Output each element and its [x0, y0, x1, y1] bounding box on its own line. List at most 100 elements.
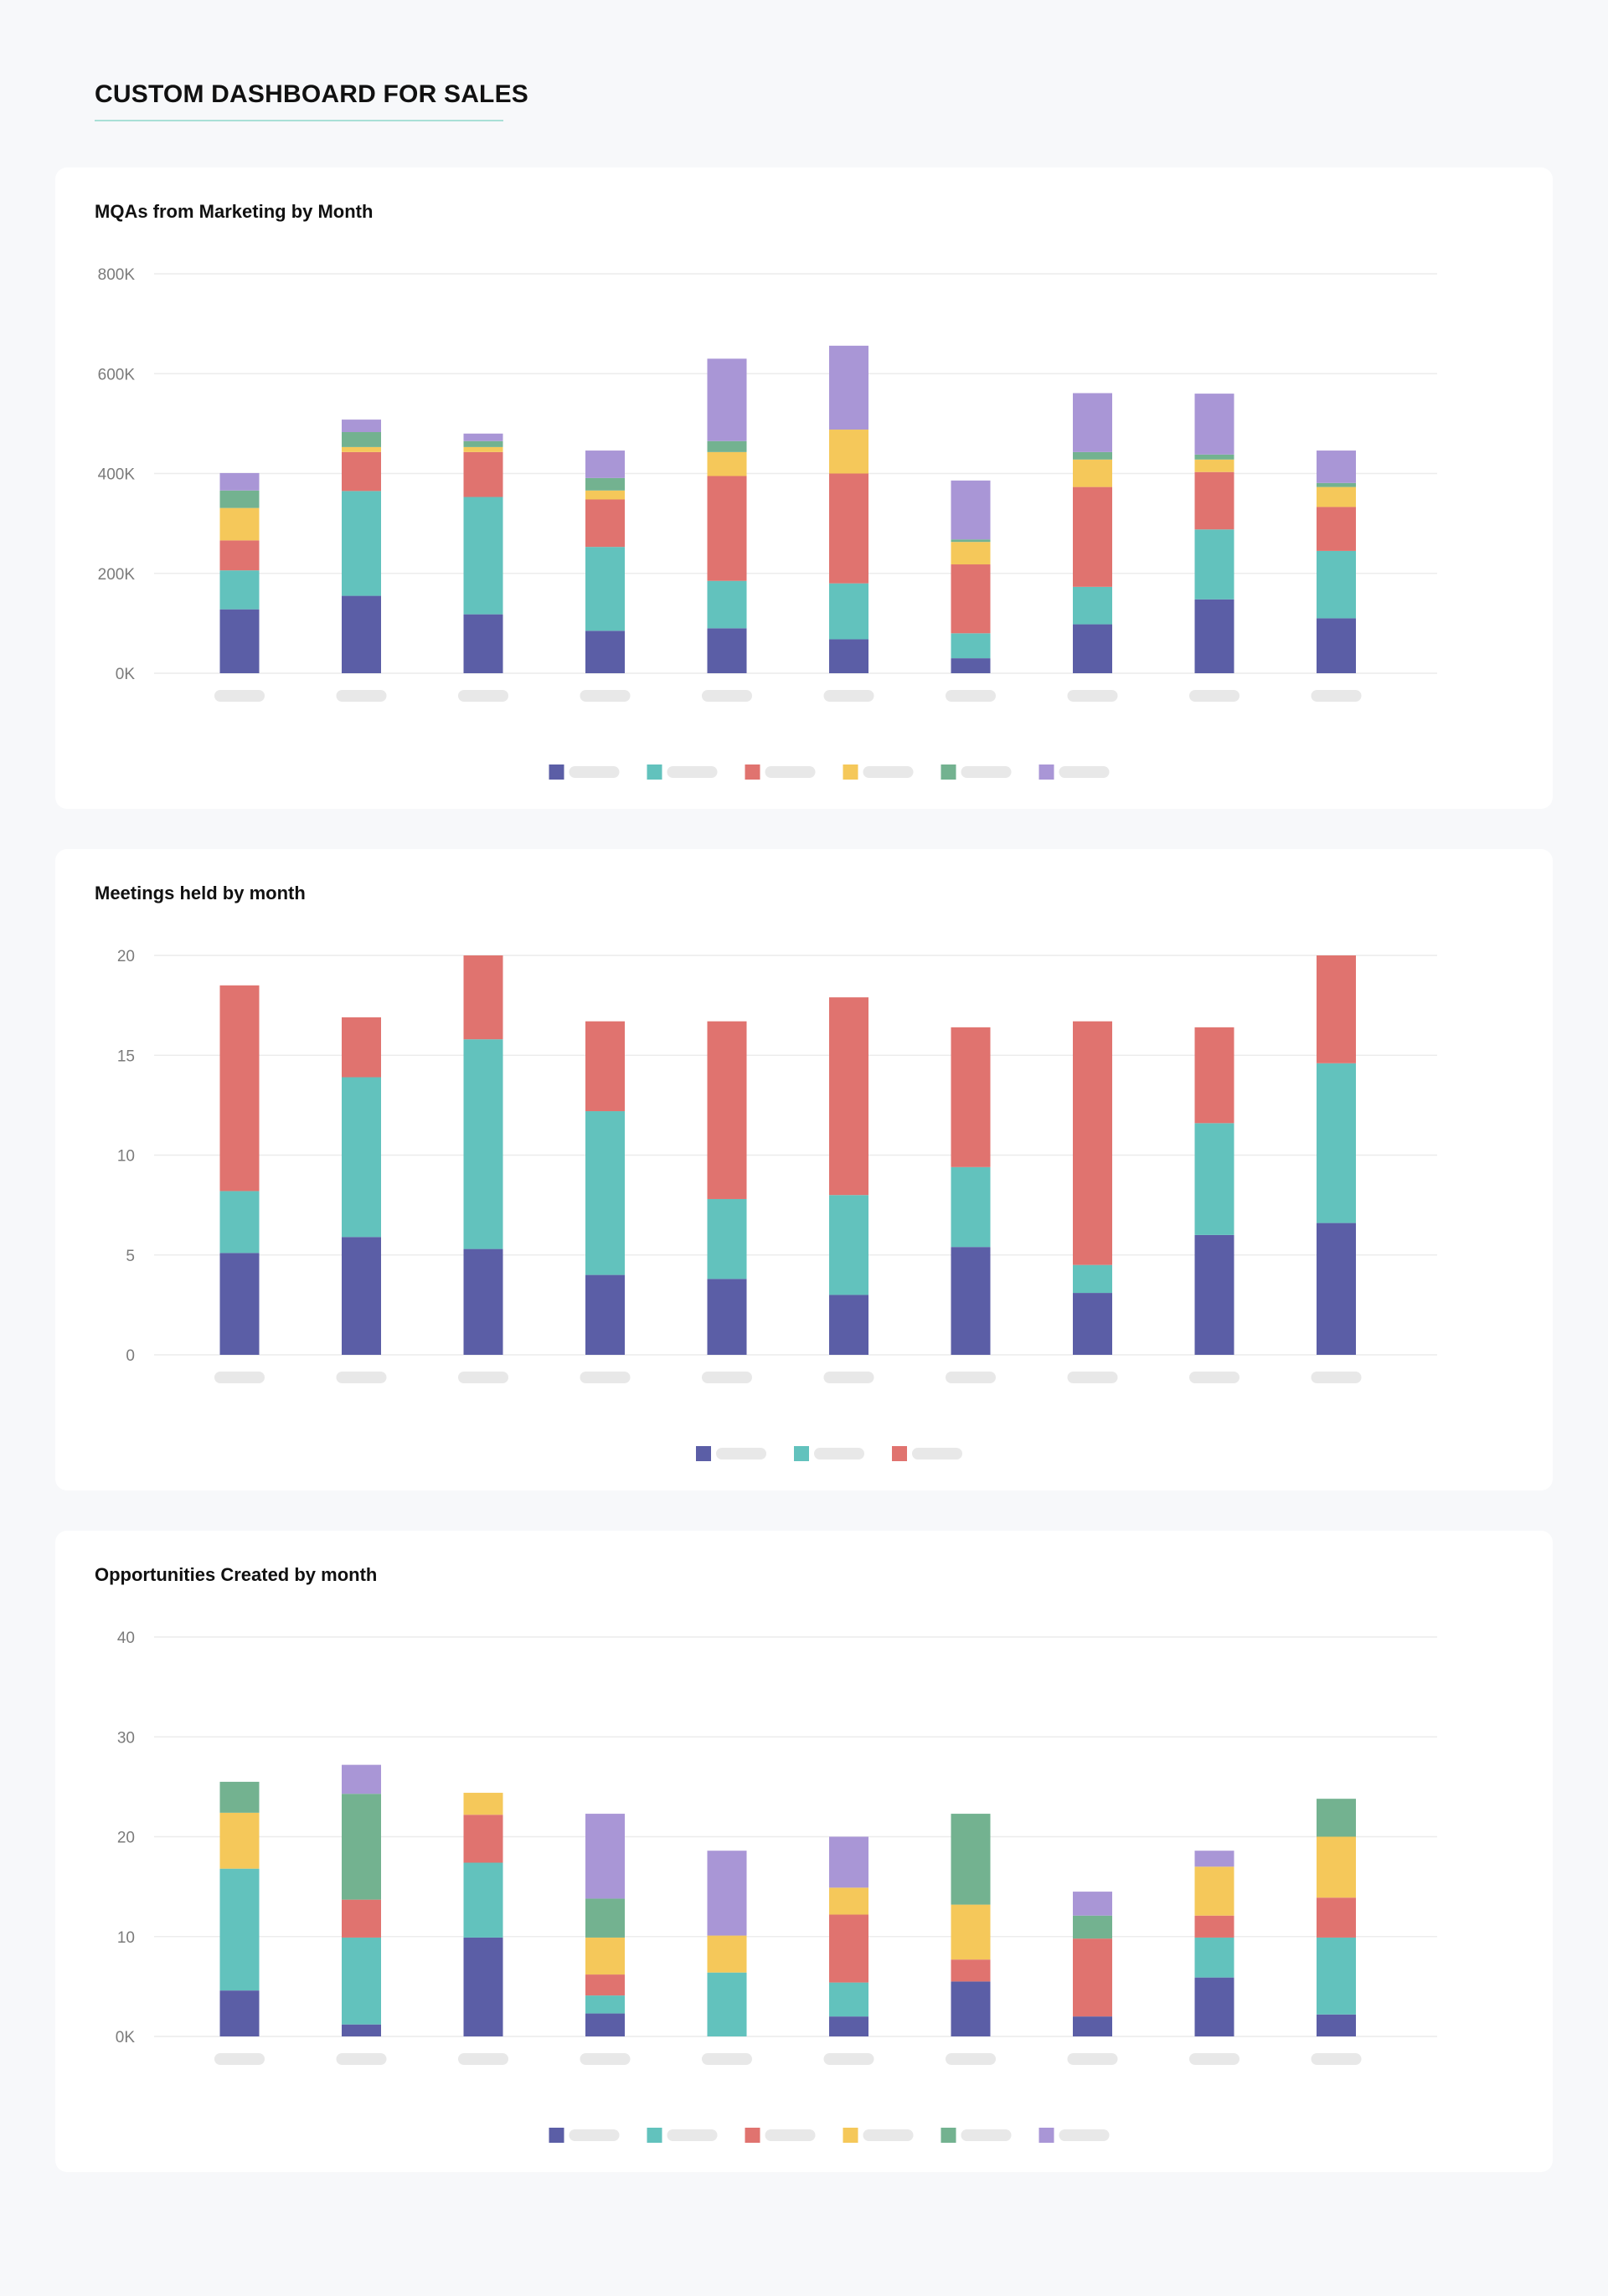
bar-segment[interactable] — [829, 345, 868, 430]
bar-segment[interactable] — [1073, 586, 1112, 625]
bar-segment[interactable] — [829, 1836, 868, 1888]
bar-segment[interactable] — [1194, 1234, 1234, 1355]
bar-segment[interactable] — [342, 491, 381, 596]
bar-segment[interactable] — [1194, 454, 1234, 460]
bar-segment[interactable] — [951, 1981, 991, 2036]
bar-segment[interactable] — [342, 2024, 381, 2036]
bar-segment[interactable] — [1194, 1851, 1234, 1867]
bar-segment[interactable] — [1194, 459, 1234, 472]
bar-segment[interactable] — [951, 564, 991, 634]
bar-segment[interactable] — [1194, 599, 1234, 673]
bar-segment[interactable] — [342, 1017, 381, 1078]
bar-segment[interactable] — [342, 1794, 381, 1900]
bar-segment[interactable] — [1073, 1293, 1112, 1355]
bar-segment[interactable] — [829, 639, 868, 673]
bar-segment[interactable] — [1194, 1915, 1234, 1938]
bar-segment[interactable] — [951, 633, 991, 659]
bar-segment[interactable] — [951, 658, 991, 673]
bar-segment[interactable] — [707, 1972, 747, 2036]
bar-segment[interactable] — [585, 2013, 625, 2036]
bar-segment[interactable] — [951, 1247, 991, 1355]
bar-segment[interactable] — [951, 1027, 991, 1167]
bar-segment[interactable] — [463, 1862, 503, 1938]
bar-segment[interactable] — [1317, 550, 1356, 619]
bar-segment[interactable] — [707, 451, 747, 476]
bar-segment[interactable] — [342, 451, 381, 492]
bar-segment[interactable] — [585, 477, 625, 491]
bar-segment[interactable] — [1194, 1937, 1234, 1978]
bar-segment[interactable] — [1194, 394, 1234, 455]
bar-segment[interactable] — [1317, 618, 1356, 673]
bar-segment[interactable] — [829, 997, 868, 1196]
bar-segment[interactable] — [829, 1887, 868, 1915]
bar-segment[interactable] — [1073, 1264, 1112, 1294]
bar-segment[interactable] — [1317, 486, 1356, 507]
bar-segment[interactable] — [585, 1274, 625, 1355]
bar-segment[interactable] — [463, 1248, 503, 1355]
bar-segment[interactable] — [463, 1815, 503, 1863]
bar-segment[interactable] — [585, 450, 625, 478]
bar-segment[interactable] — [1073, 1021, 1112, 1265]
bar-segment[interactable] — [585, 1021, 625, 1112]
bar-segment[interactable] — [585, 547, 625, 631]
bar-segment[interactable] — [463, 614, 503, 673]
bar-segment[interactable] — [342, 1937, 381, 2025]
bar-segment[interactable] — [829, 583, 868, 640]
bar-segment[interactable] — [707, 1021, 747, 1199]
bar-segment[interactable] — [829, 1914, 868, 1983]
bar-segment[interactable] — [707, 1851, 747, 1936]
bar-segment[interactable] — [585, 1995, 625, 2014]
bar-segment[interactable] — [1317, 1897, 1356, 1938]
bar-segment[interactable] — [1317, 1937, 1356, 2015]
bar-segment[interactable] — [219, 985, 260, 1192]
bar-segment[interactable] — [219, 1812, 260, 1869]
bar-segment[interactable] — [342, 420, 381, 433]
bar-segment[interactable] — [707, 628, 747, 673]
bar-segment[interactable] — [1317, 955, 1356, 1063]
bar-segment[interactable] — [707, 1279, 747, 1355]
bar-segment[interactable] — [1194, 1027, 1234, 1124]
bar-segment[interactable] — [829, 1982, 868, 2017]
bar-segment[interactable] — [585, 1974, 625, 1996]
bar-segment[interactable] — [1073, 1892, 1112, 1916]
bar-segment[interactable] — [219, 609, 260, 673]
bar-segment[interactable] — [1317, 450, 1356, 483]
bar-segment[interactable] — [1317, 1223, 1356, 1355]
bar-segment[interactable] — [1317, 482, 1356, 487]
bar-segment[interactable] — [219, 490, 260, 508]
bar-segment[interactable] — [1194, 1977, 1234, 2036]
bar-segment[interactable] — [219, 507, 260, 541]
bar-segment[interactable] — [951, 480, 991, 540]
bar-segment[interactable] — [463, 1793, 503, 1815]
bar-segment[interactable] — [951, 542, 991, 565]
bar-segment[interactable] — [707, 476, 747, 581]
bar-segment[interactable] — [219, 472, 260, 491]
bar-segment[interactable] — [1194, 471, 1234, 530]
bar-segment[interactable] — [585, 490, 625, 500]
bar-segment[interactable] — [585, 499, 625, 548]
bar-segment[interactable] — [463, 497, 503, 615]
bar-segment[interactable] — [829, 2016, 868, 2036]
bar-segment[interactable] — [463, 955, 503, 1040]
bar-segment[interactable] — [585, 1111, 625, 1275]
bar-segment[interactable] — [707, 1198, 747, 1279]
bar-segment[interactable] — [707, 440, 747, 452]
bar-segment[interactable] — [1317, 1836, 1356, 1898]
bar-segment[interactable] — [1194, 1866, 1234, 1916]
bar-segment[interactable] — [463, 1039, 503, 1249]
bar-segment[interactable] — [1317, 1799, 1356, 1837]
bar-segment[interactable] — [463, 440, 503, 447]
bar-segment[interactable] — [707, 1935, 747, 1973]
bar-segment[interactable] — [463, 451, 503, 497]
bar-segment[interactable] — [1073, 1915, 1112, 1939]
bar-segment[interactable] — [829, 430, 868, 474]
bar-segment[interactable] — [829, 1295, 868, 1355]
bar-segment[interactable] — [342, 1077, 381, 1238]
bar-segment[interactable] — [342, 1764, 381, 1794]
bar-segment[interactable] — [951, 1959, 991, 1982]
bar-segment[interactable] — [585, 1937, 625, 1975]
bar-segment[interactable] — [1073, 624, 1112, 673]
bar-segment[interactable] — [342, 1237, 381, 1355]
bar-segment[interactable] — [707, 358, 747, 441]
bar-segment[interactable] — [1073, 393, 1112, 452]
